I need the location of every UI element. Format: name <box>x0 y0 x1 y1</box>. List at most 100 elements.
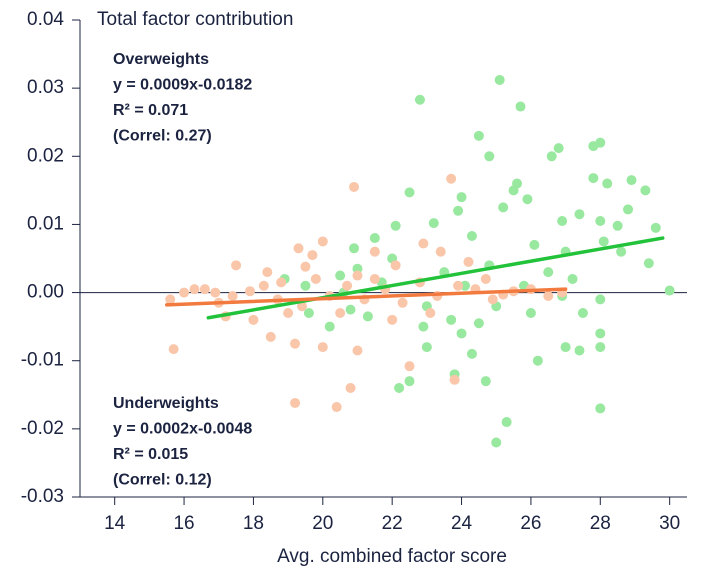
point <box>595 328 606 339</box>
point <box>352 270 363 281</box>
point <box>543 267 554 278</box>
point <box>435 246 446 257</box>
y-tick-label: -0.01 <box>21 350 64 371</box>
point <box>446 173 457 184</box>
point <box>349 181 360 192</box>
annotation: Underweights <box>113 395 219 412</box>
point <box>466 348 477 359</box>
point <box>283 308 294 319</box>
point <box>480 376 491 387</box>
point <box>532 355 543 366</box>
point <box>428 218 439 229</box>
point <box>522 194 533 205</box>
annotation: Overweights <box>113 51 209 68</box>
point <box>529 239 540 250</box>
y-tick-label: -0.03 <box>21 486 64 507</box>
point <box>262 267 273 278</box>
point <box>300 261 311 272</box>
point <box>546 151 557 162</box>
point <box>567 273 578 284</box>
point <box>498 202 509 213</box>
point <box>345 382 356 393</box>
point <box>397 297 408 308</box>
point <box>317 342 328 353</box>
annotation: R² = 0.071 <box>113 102 188 119</box>
point <box>453 205 464 216</box>
point <box>335 308 346 319</box>
point <box>199 284 210 295</box>
point <box>598 236 609 247</box>
point <box>650 222 661 233</box>
point <box>369 273 380 284</box>
point <box>501 417 512 428</box>
point <box>577 308 588 319</box>
point <box>553 143 564 154</box>
point <box>425 308 436 319</box>
annotation: y = 0.0009x-0.0182 <box>113 77 252 94</box>
point <box>456 192 467 203</box>
x-tick-label: 28 <box>590 513 611 534</box>
point <box>456 328 467 339</box>
point <box>189 284 200 295</box>
y-tick-label: 0.02 <box>27 145 64 166</box>
point <box>342 280 353 291</box>
x-tick-label: 22 <box>382 513 403 534</box>
point <box>623 204 634 215</box>
point <box>595 342 606 353</box>
x-tick-label: 14 <box>104 513 126 534</box>
point <box>602 178 613 189</box>
point <box>293 243 304 254</box>
point <box>473 130 484 141</box>
point <box>390 260 401 271</box>
x-tick-label: 18 <box>243 513 264 534</box>
point <box>466 231 477 242</box>
point <box>317 236 328 247</box>
x-tick-label: 26 <box>520 513 541 534</box>
x-axis-label: Avg. combined factor score <box>277 546 507 567</box>
point <box>626 175 637 186</box>
point <box>449 374 460 385</box>
point <box>387 314 398 325</box>
point <box>557 216 568 227</box>
point <box>574 209 585 220</box>
point <box>168 344 179 355</box>
x-tick-label: 30 <box>659 513 680 534</box>
point <box>543 290 554 301</box>
x-tick-label: 20 <box>312 513 333 534</box>
point <box>595 216 606 227</box>
annotation: (Correl: 0.12) <box>113 472 212 489</box>
annotation: R² = 0.015 <box>113 446 188 463</box>
y-tick-label: -0.02 <box>21 418 64 439</box>
annotation: (Correl: 0.27) <box>113 128 212 145</box>
annotation: y = 0.0002x-0.0048 <box>113 421 252 438</box>
point <box>258 280 269 291</box>
point <box>404 361 415 372</box>
point <box>244 286 255 297</box>
point <box>265 331 276 342</box>
point <box>404 187 415 198</box>
point <box>296 301 307 312</box>
point <box>421 342 432 353</box>
point <box>276 277 287 288</box>
point <box>616 246 627 257</box>
point <box>349 243 360 254</box>
point <box>335 270 346 281</box>
point <box>369 246 380 257</box>
y-tick-label: 0.00 <box>27 282 64 303</box>
point <box>560 342 571 353</box>
point <box>248 314 259 325</box>
point <box>290 338 301 349</box>
point <box>473 318 484 329</box>
x-tick-label: 24 <box>451 513 473 534</box>
point <box>303 308 314 319</box>
point <box>484 151 495 162</box>
trend-line <box>164 287 568 307</box>
point <box>404 376 415 387</box>
point <box>369 233 380 244</box>
y-tick-label: 0.03 <box>27 77 64 98</box>
trend-line <box>206 236 665 320</box>
point <box>487 294 498 305</box>
point <box>227 290 238 301</box>
point <box>588 173 599 184</box>
point <box>231 260 242 271</box>
